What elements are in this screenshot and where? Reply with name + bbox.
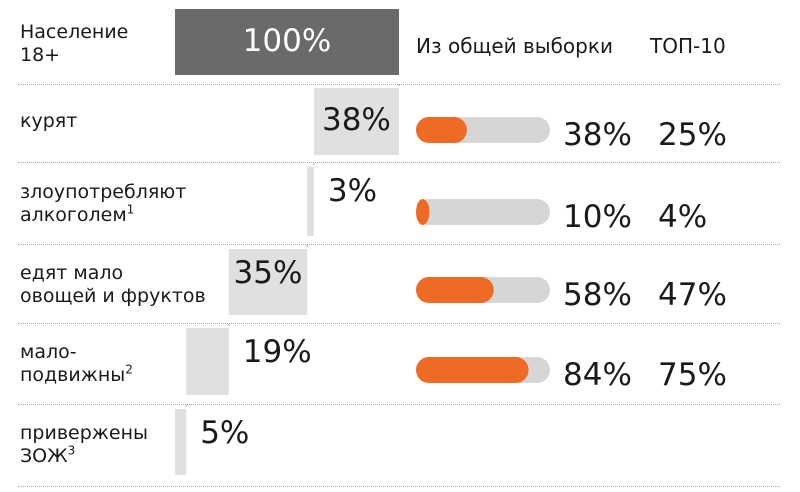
progress-fill (416, 357, 529, 383)
waterfall-value-label: 35% (234, 255, 303, 291)
waterfall-bar (313, 88, 399, 155)
top10-column-header: ТОП-10 (650, 34, 726, 58)
sample-value-label: 84% (563, 357, 632, 393)
row-separator (18, 244, 780, 245)
top10-value-label: 75% (658, 357, 727, 393)
waterfall-value-label: 38% (322, 102, 391, 138)
footnote-marker: 2 (125, 362, 133, 377)
sample-value-label: 58% (563, 277, 632, 313)
progress-fill (416, 199, 430, 225)
top10-value-label: 4% (658, 199, 707, 235)
row-separator (18, 162, 780, 163)
waterfall-value-label: 3% (328, 173, 377, 209)
progress-fill (416, 117, 467, 143)
waterfall-value-label: 5% (200, 415, 249, 451)
total-bar (175, 9, 399, 75)
footnote-marker: 1 (126, 202, 135, 217)
row-label-smoke: курят (20, 110, 78, 132)
row-label-vegetables: едят мало овощей и фруктов (20, 262, 206, 307)
row-label-inactive: мало- подвижны2 (20, 341, 133, 386)
population-label: Население 18+ (20, 21, 129, 66)
sample-value-label: 38% (563, 117, 632, 153)
total-value-label: 100% (243, 23, 332, 59)
top10-value-label: 25% (658, 117, 727, 153)
row-label-alcohol: злоупотребляют алкоголем1 (20, 181, 187, 226)
sample-value-label: 10% (563, 199, 632, 235)
row-separator (18, 486, 780, 487)
waterfall-bar (307, 167, 314, 236)
row-separator (18, 404, 780, 405)
row-separator (18, 323, 780, 324)
progress-track (416, 199, 550, 225)
progress-fill (416, 277, 494, 303)
sample-column-header: Из общей выборки (416, 34, 613, 58)
row-label-healthy: привержены ЗОЖ3 (20, 422, 149, 467)
top10-value-label: 47% (658, 277, 727, 313)
footnote-marker: 3 (67, 443, 76, 458)
waterfall-bar (186, 328, 229, 395)
waterfall-bar (175, 409, 187, 475)
waterfall-value-label: 19% (243, 334, 312, 370)
waterfall-bar (228, 249, 308, 315)
